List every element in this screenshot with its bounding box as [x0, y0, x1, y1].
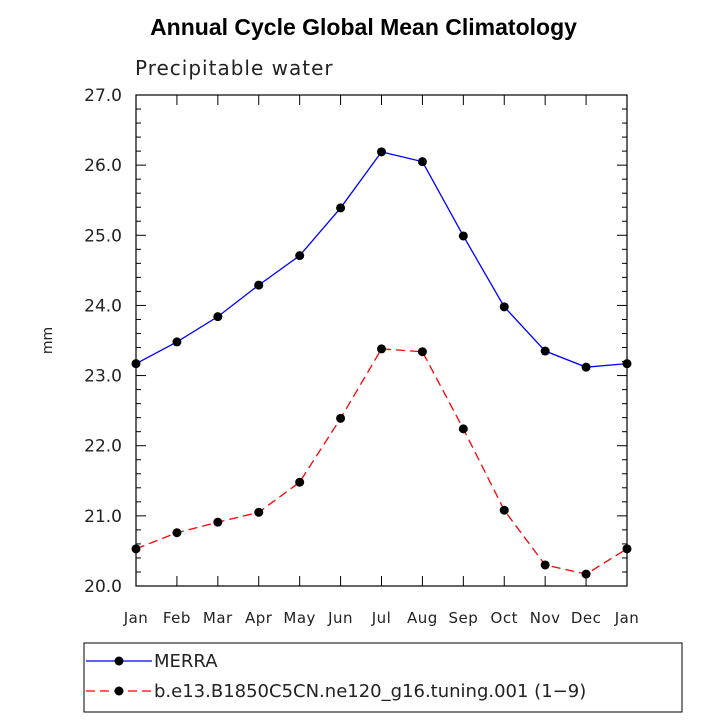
x-tick-label: Sep — [448, 609, 478, 627]
data-point — [540, 346, 550, 356]
data-point — [581, 569, 591, 579]
y-tick-label: 26.0 — [84, 156, 122, 176]
x-tick-label: Nov — [530, 609, 561, 627]
legend-label-1: b.e13.B1850C5CN.ne120_g16.tuning.001 (1−… — [154, 681, 586, 702]
x-tick-label: Mar — [203, 609, 233, 627]
data-point — [254, 507, 264, 517]
x-tick-label: Jan — [614, 609, 640, 627]
data-point — [417, 157, 427, 167]
series-line-1 — [135, 348, 628, 575]
data-point — [458, 231, 468, 241]
x-tick-label: Oct — [491, 609, 518, 627]
data-point — [377, 147, 386, 157]
data-point — [336, 413, 346, 423]
legend: MERRA b.e13.B1850C5CN.ne120_g16.tuning.00… — [83, 642, 683, 713]
data-point — [336, 203, 346, 213]
legend-label-0: MERRA — [154, 651, 218, 672]
data-point — [131, 544, 141, 554]
plot-frame — [135, 94, 628, 587]
data-point — [295, 477, 305, 487]
data-point — [458, 424, 468, 434]
data-point — [213, 312, 223, 322]
data-point — [622, 359, 632, 369]
y-tick-label: 23.0 — [84, 367, 122, 387]
data-point — [295, 251, 305, 261]
data-point — [254, 280, 264, 290]
series-layer — [131, 147, 632, 579]
y-tick-label: 25.0 — [84, 226, 122, 246]
data-point — [581, 362, 591, 372]
legend-marker-0 — [114, 656, 124, 666]
x-tick-label: Aug — [407, 609, 438, 627]
series-line-0 — [135, 151, 628, 368]
data-point — [622, 544, 632, 554]
axes-layer: 20.0 21.0 22.0 23.0 24.0 25.0 26.0 27.0 Jan Feb Ma… — [40, 86, 639, 627]
data-point — [499, 302, 509, 312]
x-tick-label: Dec — [571, 609, 602, 627]
y-axis-label: mm — [40, 327, 56, 354]
x-tick-label: Jan — [123, 609, 149, 627]
x-tick-label: Feb — [163, 609, 191, 627]
y-tick-label: 27.0 — [84, 86, 122, 106]
data-point — [172, 337, 182, 347]
data-point — [417, 347, 427, 357]
x-tick-label: Apr — [245, 609, 273, 627]
y-tick-label: 24.0 — [84, 296, 122, 316]
data-point — [213, 517, 223, 527]
x-tick-label: May — [283, 609, 316, 627]
data-point — [377, 344, 386, 354]
data-point — [131, 359, 141, 369]
data-point — [540, 560, 550, 570]
x-tick-label: Jul — [371, 609, 392, 627]
legend-marker-1 — [114, 686, 124, 696]
legend-box — [83, 642, 683, 713]
y-tick-label: 20.0 — [84, 577, 122, 597]
chart-subtitle: Precipitable water — [135, 56, 334, 80]
y-tick-label: 21.0 — [84, 507, 122, 527]
x-tick-label: Jun — [327, 609, 353, 627]
data-point — [172, 528, 182, 538]
y-tick-label: 22.0 — [84, 437, 122, 457]
data-point — [499, 505, 509, 515]
chart-title: Annual Cycle Global Mean Climatology — [150, 14, 577, 40]
